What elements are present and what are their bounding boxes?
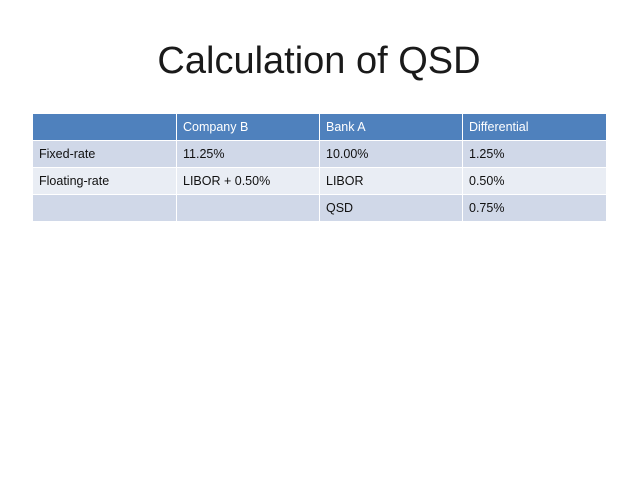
table-row-fixed-rate: Fixed-rate 11.25% 10.00% 1.25% bbox=[32, 140, 607, 168]
table-row-floating-rate: Floating-rate LIBOR + 0.50% LIBOR 0.50% bbox=[32, 167, 607, 195]
header-cell-company-b: Company B bbox=[176, 113, 320, 141]
table-cell bbox=[32, 194, 177, 222]
qsd-table: Company B Bank A Differential Fixed-rate… bbox=[32, 113, 607, 222]
header-cell-differential: Differential bbox=[462, 113, 607, 141]
table-cell: 1.25% bbox=[462, 140, 607, 168]
table-cell: LIBOR + 0.50% bbox=[176, 167, 320, 195]
header-cell-bank-a: Bank A bbox=[319, 113, 463, 141]
header-cell-empty bbox=[32, 113, 177, 141]
table-cell: Fixed-rate bbox=[32, 140, 177, 168]
table-cell: 0.75% bbox=[462, 194, 607, 222]
table-cell: 11.25% bbox=[176, 140, 320, 168]
table-header-row: Company B Bank A Differential bbox=[32, 113, 607, 141]
table-cell: Floating-rate bbox=[32, 167, 177, 195]
table-cell: 10.00% bbox=[319, 140, 463, 168]
table-row-qsd: QSD 0.75% bbox=[32, 194, 607, 222]
table-cell: QSD bbox=[319, 194, 463, 222]
table-cell bbox=[176, 194, 320, 222]
table-cell: LIBOR bbox=[319, 167, 463, 195]
table-cell: 0.50% bbox=[462, 167, 607, 195]
slide-title: Calculation of QSD bbox=[157, 40, 481, 82]
